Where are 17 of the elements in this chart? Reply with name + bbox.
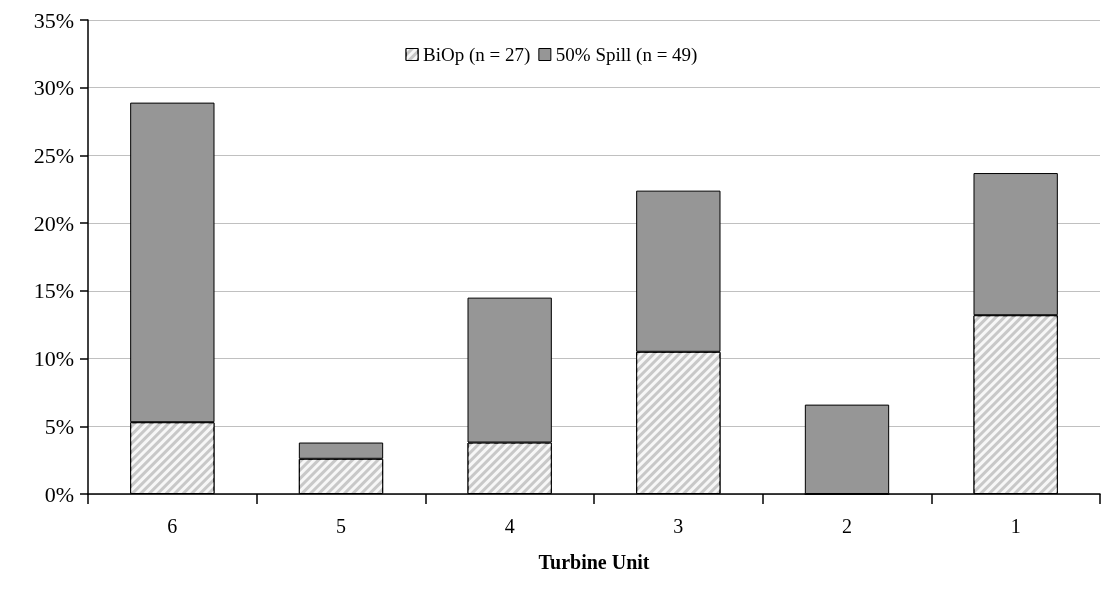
y-tick-label: 20% <box>33 210 74 236</box>
y-tick-label: 15% <box>33 278 74 304</box>
x-tick-label: 6 <box>167 515 178 537</box>
y-tick-label: 30% <box>33 75 74 101</box>
x-tick-label: 5 <box>336 515 346 537</box>
y-tick-label: 10% <box>33 346 74 372</box>
legend-label: 50% Spill (n = 49) <box>555 44 698 66</box>
y-tick-label: 35% <box>33 7 74 33</box>
x-tick-label: 1 <box>1010 515 1021 537</box>
legend-label: BiOp (n = 27) <box>423 44 531 66</box>
y-tick-label: 25% <box>33 142 74 168</box>
x-axis-title: Turbine Unit <box>538 551 650 573</box>
x-tick-label: 2 <box>842 515 852 537</box>
x-tick-label: 4 <box>504 515 515 537</box>
y-tick-label: 5% <box>44 413 74 439</box>
y-tick-label: 0% <box>44 481 74 507</box>
x-tick-label: 3 <box>673 515 684 537</box>
